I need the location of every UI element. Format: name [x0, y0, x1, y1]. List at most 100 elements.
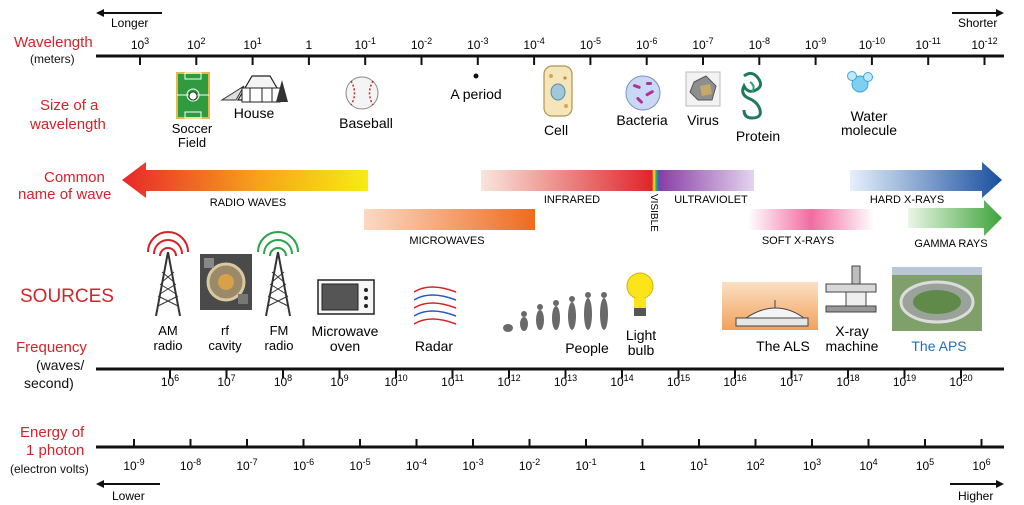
- people-label: People: [565, 340, 609, 356]
- sources-title: SOURCES: [20, 286, 114, 307]
- energy-title-2: 1 photon: [26, 442, 84, 459]
- soft-xrays-label: SOFT X-RAYS: [762, 235, 834, 247]
- energy-title-1: Energy of: [20, 424, 85, 441]
- energy-tick-label: 10-7: [236, 457, 257, 473]
- wavelength-tick-exponent: 1: [257, 36, 262, 46]
- wavelength-tick-label: 102: [187, 36, 205, 52]
- wave-name-title-line1: Common: [44, 169, 105, 186]
- energy-tick-base: 10: [859, 459, 873, 473]
- protein-icon: [741, 71, 763, 120]
- frequency-tick-base: 10: [780, 375, 794, 389]
- radio-waves-label: RADIO WAVES: [210, 197, 286, 209]
- rf-label-2: cavity: [208, 338, 242, 353]
- ultraviolet-band: [660, 170, 754, 191]
- wavelength-tick-exponent: -2: [424, 36, 432, 46]
- frequency-tick-label: 1013: [554, 373, 577, 389]
- energy-tick-base: 10: [180, 459, 194, 473]
- wavelength-tick-label: 10-5: [580, 36, 601, 52]
- frequency-unit-1: (waves/: [36, 357, 84, 373]
- energy-ticks: 10-9 10-8 10-7 10-6 10-5 10-4 10-3 10-2 10-1 1 101…: [123, 439, 991, 473]
- frequency-tick-label: 1012: [497, 373, 520, 389]
- water-label-2: molecule: [841, 122, 897, 138]
- frequency-tick-label: 1018: [836, 373, 859, 389]
- energy-tick-base: 10: [803, 459, 817, 473]
- energy-tick-exponent: -6: [306, 457, 314, 467]
- energy-tick-label: 10-5: [349, 457, 370, 473]
- wavelength-tick-exponent: 3: [144, 36, 149, 46]
- wavelength-tick-label: 1: [306, 38, 313, 52]
- house-icon: [220, 75, 288, 103]
- hard-xrays-band: [850, 162, 1002, 198]
- frequency-tick-exponent: 11: [455, 373, 464, 383]
- frequency-tick-exponent: 15: [680, 373, 690, 383]
- energy-tick-label: 10-3: [462, 457, 483, 473]
- frequency-tick-exponent: 17: [793, 373, 803, 383]
- wavelength-tick-label: 10-10: [859, 36, 885, 52]
- period-label: A period: [450, 86, 501, 102]
- energy-tick-base: 10: [236, 459, 250, 473]
- microwaves-label: MICROWAVES: [409, 235, 484, 247]
- rf-label-1: rf: [221, 323, 229, 338]
- frequency-tick-label: 106: [161, 373, 179, 389]
- frequency-tick-exponent: 12: [511, 373, 521, 383]
- frequency-tick-exponent: 10: [398, 373, 408, 383]
- frequency-tick-base: 10: [330, 375, 344, 389]
- energy-tick-label: 10-2: [519, 457, 540, 473]
- energy-tick-exponent: -7: [250, 457, 258, 467]
- energy-tick-base: 10: [575, 459, 589, 473]
- ultraviolet-label: ULTRAVIOLET: [674, 194, 748, 206]
- wavelength-tick-exponent: -7: [706, 36, 714, 46]
- energy-tick-label: 101: [690, 457, 708, 473]
- wavelength-tick-label: 103: [131, 36, 149, 52]
- longer-indicator: Longer: [96, 9, 162, 30]
- gamma-rays-band: [908, 200, 1002, 236]
- energy-tick-base: 10: [349, 459, 363, 473]
- energy-tick-exponent: -5: [363, 457, 371, 467]
- frequency-tick-label: 1014: [610, 373, 633, 389]
- am-label-2: radio: [154, 338, 183, 353]
- energy-tick-label: 106: [972, 457, 990, 473]
- frequency-unit-2: second): [24, 375, 74, 391]
- frequency-tick-base: 10: [384, 375, 398, 389]
- wavelength-tick-base: 10: [187, 38, 201, 52]
- xray-label-2: machine: [826, 338, 879, 354]
- frequency-tick-exponent: 20: [963, 373, 973, 383]
- frequency-tick-base: 10: [723, 375, 737, 389]
- people-icon: [503, 292, 608, 332]
- lower-indicator: Lower: [96, 480, 160, 503]
- light-bulb-label-1: Light: [626, 327, 656, 343]
- wavelength-tick-exponent: -3: [480, 36, 488, 46]
- wavelength-tick-base: 10: [467, 38, 481, 52]
- wavelength-tick-label: 10-7: [692, 36, 713, 52]
- energy-tick-exponent: -1: [589, 457, 597, 467]
- frequency-tick-base: 10: [274, 375, 288, 389]
- frequency-tick-base: 10: [441, 375, 455, 389]
- size-title-line2: wavelength: [29, 116, 106, 133]
- light-bulb-icon: [626, 272, 654, 316]
- fm-label-2: radio: [265, 338, 294, 353]
- wavelength-tick-label: 10-2: [411, 36, 432, 52]
- fm-label-1: FM: [270, 323, 289, 338]
- infrared-band: [481, 170, 652, 191]
- wavelength-tick-exponent: 2: [200, 36, 205, 46]
- period-dot-icon: [473, 73, 479, 79]
- am-radio-tower-icon: [147, 231, 189, 317]
- wavelength-tick-label: 101: [243, 36, 261, 52]
- energy-unit: (electron volts): [10, 462, 89, 476]
- baseball-icon: [345, 76, 379, 110]
- energy-tick-exponent: 4: [873, 457, 878, 467]
- energy-tick-label: 10-1: [575, 457, 596, 473]
- frequency-tick-base: 10: [893, 375, 907, 389]
- energy-tick-exponent: 5: [929, 457, 934, 467]
- frequency-tick-base: 10: [836, 375, 850, 389]
- energy-tick-label: 103: [803, 457, 821, 473]
- frequency-tick-label: 1017: [780, 373, 803, 389]
- frequency-tick-base: 10: [161, 375, 175, 389]
- wavelength-tick-base: 10: [971, 38, 985, 52]
- frequency-tick-label: 1019: [893, 373, 916, 389]
- frequency-tick-base: 10: [554, 375, 568, 389]
- energy-tick-label: 1: [639, 459, 646, 473]
- wavelength-tick-base: 10: [523, 38, 537, 52]
- soccer-label-2: Field: [178, 135, 206, 150]
